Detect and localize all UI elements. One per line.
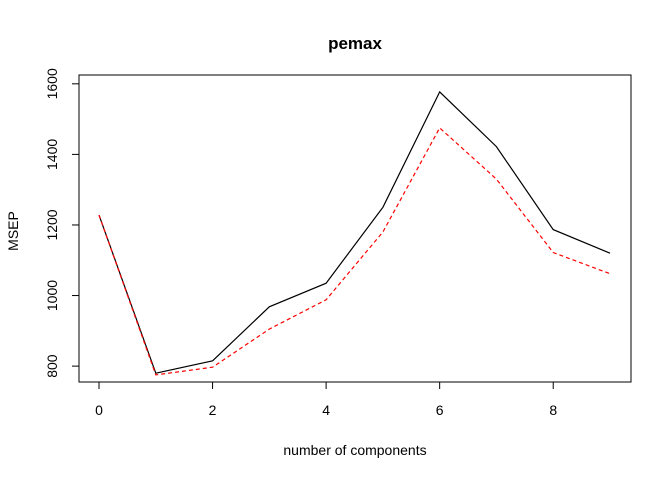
y-tick-label: 1000	[44, 280, 60, 311]
x-tick-label: 2	[209, 402, 217, 418]
y-axis: 800 1000 1200 1400 1600	[44, 68, 80, 378]
y-tick-label: 1400	[44, 139, 60, 170]
x-tick-label: 8	[549, 402, 557, 418]
y-tick-label: 800	[44, 354, 60, 378]
series-layer	[98, 90, 611, 376]
series-line-cv	[98, 90, 611, 374]
series-line-adjcv	[98, 126, 611, 376]
y-tick-label: 1200	[44, 209, 60, 240]
y-axis-label: MSEP	[5, 211, 21, 251]
x-tick-label: 0	[95, 402, 103, 418]
x-tick-label: 4	[322, 402, 330, 418]
y-tick-label: 1600	[44, 68, 60, 99]
x-axis-label: number of components	[283, 442, 426, 458]
x-axis: 0 2 4 6 8	[95, 381, 557, 418]
chart-title: pemax	[328, 34, 382, 53]
plot-frame	[78, 74, 632, 383]
x-tick-label: 6	[436, 402, 444, 418]
